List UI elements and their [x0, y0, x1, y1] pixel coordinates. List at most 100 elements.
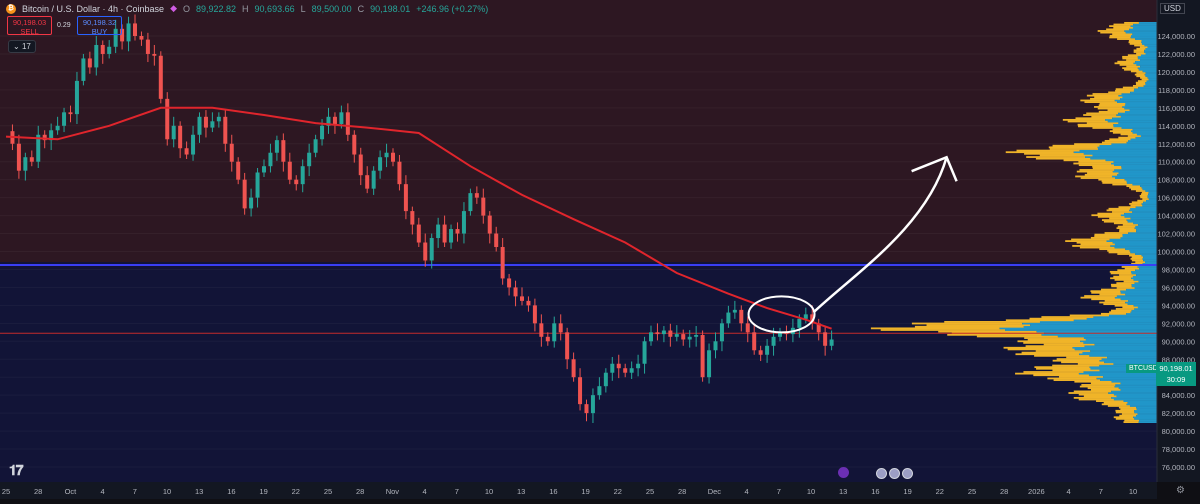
candle-body	[771, 336, 776, 346]
volume-profile-bar-up	[1124, 68, 1139, 71]
candle-body	[674, 334, 679, 337]
volume-profile-bar-up	[1136, 72, 1146, 74]
volume-profile-bar-down	[1139, 267, 1157, 270]
price-tick-label: 82,000.00	[1162, 409, 1195, 418]
candle-body	[294, 179, 299, 185]
volume-profile-bar-down	[1141, 43, 1157, 45]
volume-profile-bar-down	[1114, 246, 1157, 249]
volume-profile-bar-down	[1131, 283, 1157, 286]
candle-body	[397, 161, 402, 185]
volume-profile-bar-down	[1146, 80, 1157, 82]
volume-profile-bar-up	[1094, 106, 1123, 108]
candle-body	[442, 224, 447, 243]
volume-profile-bar-down	[1130, 25, 1157, 28]
volume-profile-bar-down	[1107, 356, 1157, 359]
volume-profile-bar-up	[1106, 209, 1130, 212]
volume-profile-bar-up	[1080, 177, 1116, 179]
symbol-price-tag: BTCUSD	[1126, 364, 1161, 373]
volume-profile-bar-down	[1135, 253, 1157, 255]
volume-profile-bar-up	[1073, 396, 1112, 399]
volume-profile-bar-up	[1090, 382, 1121, 385]
volume-profile-bar-up	[1021, 351, 1083, 354]
event-icon[interactable]	[838, 467, 849, 478]
time-tick-label: 22	[292, 487, 300, 496]
volume-profile-bar-down	[1114, 99, 1157, 102]
volume-profile-bar-down	[1138, 21, 1157, 24]
volume-profile-bar-down	[1145, 81, 1157, 84]
candle-body	[526, 300, 531, 306]
volume-profile-bar-up	[1101, 180, 1127, 183]
volume-profile-bar-up	[1005, 319, 1074, 322]
volume-profile-bar-up	[1097, 30, 1125, 32]
volume-profile-bar-up	[1113, 23, 1134, 26]
volume-profile-bar-down	[1082, 351, 1157, 354]
volume-profile-bar-down	[1144, 73, 1157, 76]
volume-profile-bar-up	[1112, 131, 1133, 134]
volume-profile-bar-down	[1137, 67, 1157, 70]
circle-annotation	[747, 295, 816, 334]
flag-icon[interactable]	[876, 468, 887, 479]
volume-profile-bar-down	[1101, 358, 1157, 360]
economic-events-icons[interactable]	[876, 468, 913, 479]
flag-icon[interactable]	[889, 468, 900, 479]
volume-profile-bar-up	[1115, 308, 1135, 310]
settings-gear-icon[interactable]: ⚙	[1176, 485, 1185, 496]
indicators-toggle[interactable]: ⌄ 17	[8, 40, 36, 53]
time-tick-label: 4	[101, 487, 105, 496]
volume-profile-bar-down	[1083, 152, 1157, 155]
volume-profile-bar-up	[1029, 317, 1087, 320]
volume-profile-bar-up	[1052, 144, 1100, 147]
annotation-drawing	[747, 155, 958, 334]
time-tick-label: 19	[259, 487, 267, 496]
volume-profile-bar-down	[1132, 275, 1157, 278]
volume-profile-bar-up	[1141, 193, 1149, 196]
volume-profile-bar-up	[1116, 287, 1135, 289]
volume-profile-bar-down	[1132, 183, 1157, 186]
volume-profile-bar-down	[1131, 270, 1157, 273]
volume-profile-bar-down	[1120, 290, 1157, 293]
volume-profile-bar-down	[1140, 59, 1157, 61]
volume-profile-bar-up	[1092, 165, 1122, 168]
volume-profile-bar-down	[1130, 207, 1157, 210]
volume-profile-bar-up	[1135, 190, 1146, 192]
flag-icon[interactable]	[902, 468, 913, 479]
volume-profile-bar-down	[1131, 309, 1157, 312]
volume-profile-bar-up	[1094, 235, 1123, 238]
volume-profile-bar-down	[1110, 162, 1157, 165]
candle-body	[268, 152, 273, 167]
volume-profile-bar-up	[1132, 85, 1144, 87]
candle-body	[584, 404, 589, 414]
volume-profile-bar-up	[1107, 405, 1130, 407]
volume-profile-bar-up	[1117, 225, 1136, 228]
buy-button[interactable]: 90,198.32 BUY	[77, 16, 122, 36]
candle-body	[300, 166, 305, 185]
volume-profile-bar-up	[1069, 314, 1110, 317]
volume-profile-bar-up	[1091, 298, 1121, 301]
volume-profile-bar-up	[976, 335, 1058, 338]
volume-profile-bar-up	[1033, 374, 1089, 377]
volume-profile-bar-up	[1101, 141, 1127, 144]
symbol-title[interactable]: Bitcoin / U.S. Dollar · 4h · Coinbase	[22, 3, 165, 14]
candle-body	[507, 278, 512, 288]
volume-profile-bar-down	[1118, 387, 1157, 390]
volume-profile-bar-up	[1024, 152, 1084, 155]
volume-profile-bar-up	[1131, 262, 1143, 265]
tradingview-logo[interactable]: 𝟏𝟕	[9, 462, 24, 478]
volume-profile-bar-up	[1023, 342, 1084, 344]
volume-profile-bar-up	[1118, 136, 1136, 139]
volume-profile-bar-down	[1132, 33, 1157, 36]
candle-body	[636, 363, 641, 369]
volume-profile-bar-up	[1136, 47, 1146, 50]
volume-profile-bar-down	[1134, 409, 1157, 412]
currency-selector[interactable]: USD	[1160, 3, 1185, 14]
volume-profile-bar-down	[1128, 299, 1157, 302]
candle-body	[455, 229, 460, 234]
volume-profile-bar-up	[1034, 354, 1090, 357]
volume-profile-bar-down	[1120, 214, 1157, 217]
volume-profile-bar-up	[1115, 417, 1135, 420]
volume-profile-bar-up	[1123, 421, 1139, 424]
sell-button[interactable]: 90,198.03 SELL	[7, 16, 52, 36]
favorite-icon[interactable]: ◆	[170, 3, 177, 13]
